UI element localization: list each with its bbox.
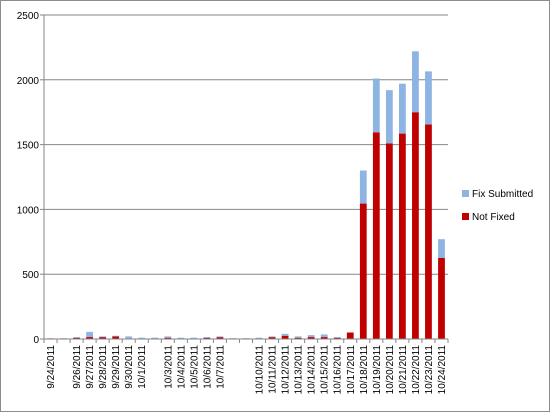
- x-tick-label: 10/24/2011: [437, 345, 448, 395]
- bar-not-fixed: [333, 337, 341, 339]
- bar-fix-submitted: [307, 335, 315, 338]
- bar-not-fixed: [73, 337, 80, 339]
- bar-not-fixed: [268, 337, 276, 339]
- legend-swatch-not-fixed: [462, 213, 469, 220]
- bar-fix-submitted: [281, 333, 289, 336]
- bar-fix-submitted: [425, 71, 432, 125]
- bar-fix-submitted: [190, 337, 198, 339]
- x-tick-label: 10/22/2011: [411, 345, 422, 395]
- bar-not-fixed: [216, 337, 224, 339]
- bar-fix-submitted: [138, 337, 146, 339]
- bar-not-fixed: [86, 337, 93, 339]
- legend-label-fix-submitted: Fix Submitted: [472, 189, 533, 200]
- x-tick-label: 10/12/2011: [281, 345, 292, 395]
- bar-fix-submitted: [216, 336, 224, 338]
- x-tick-label: 10/14/2011: [307, 345, 318, 395]
- bar-fix-submitted: [99, 336, 107, 338]
- bar-not-fixed: [203, 337, 211, 339]
- x-tick-label: 10/10/2011: [255, 345, 266, 395]
- x-tick-label: 10/21/2011: [398, 345, 409, 395]
- bar-fix-submitted: [412, 51, 419, 113]
- x-tick-label: 10/16/2011: [333, 345, 344, 395]
- bar-fix-submitted: [438, 239, 445, 258]
- bar-fix-submitted: [151, 337, 159, 339]
- x-tick-label: 9/24/2011: [46, 345, 57, 389]
- bar-fix-submitted: [385, 90, 393, 144]
- bar-fix-submitted: [372, 78, 380, 133]
- x-tick-label: 10/5/2011: [189, 345, 200, 389]
- x-tick-label: 9/28/2011: [98, 345, 109, 389]
- bar-fix-submitted: [86, 331, 93, 338]
- bar-not-fixed: [412, 112, 419, 339]
- x-tick-label: 10/19/2011: [372, 345, 383, 395]
- bar-fix-submitted: [164, 336, 172, 338]
- legend-label-not-fixed: Not Fixed: [472, 212, 515, 223]
- bar-not-fixed: [112, 336, 120, 339]
- legend: Fix Submitted Not Fixed: [462, 189, 533, 223]
- bar-fix-submitted: [112, 335, 120, 337]
- bar-not-fixed: [346, 332, 354, 339]
- bar-not-fixed: [320, 337, 328, 339]
- bar-not-fixed: [425, 124, 432, 339]
- bar-not-fixed: [399, 133, 406, 339]
- bar-fix-submitted: [255, 337, 263, 339]
- x-tick-label: 10/3/2011: [163, 345, 174, 389]
- bar-fix-submitted: [359, 170, 367, 204]
- x-tick-label: 10/11/2011: [268, 345, 279, 394]
- y-tick-label: 0: [33, 335, 39, 346]
- y-tick-label: 2000: [17, 76, 40, 87]
- bar-fix-submitted: [177, 337, 185, 339]
- x-tick-label: 9/26/2011: [72, 345, 83, 389]
- bar-not-fixed: [359, 203, 367, 339]
- x-tick-label: 10/13/2011: [294, 345, 305, 395]
- bar-not-fixed: [385, 143, 393, 339]
- gridlines: [44, 14, 448, 275]
- bar-not-fixed: [307, 337, 315, 339]
- bar-not-fixed: [164, 337, 172, 339]
- x-tick-label: 10/18/2011: [359, 345, 370, 395]
- bar-not-fixed: [99, 337, 107, 339]
- bars: [47, 51, 445, 340]
- bar-not-fixed: [281, 335, 289, 339]
- bar-fix-submitted: [294, 336, 302, 338]
- x-tick-label: 10/23/2011: [424, 345, 435, 395]
- bar-fix-submitted: [268, 336, 276, 338]
- x-tick-label: 10/4/2011: [176, 345, 187, 389]
- y-tick-label: 1500: [17, 141, 40, 152]
- x-tick-label: 9/27/2011: [85, 345, 96, 389]
- x-tick-label: 10/7/2011: [215, 345, 226, 389]
- x-tick-label: 10/1/2011: [137, 345, 148, 389]
- x-tick-label: 10/6/2011: [202, 345, 213, 389]
- x-tick-label: 9/30/2011: [124, 345, 135, 389]
- bar-not-fixed: [438, 258, 445, 339]
- bar-not-fixed: [372, 132, 380, 339]
- x-tick-label: 10/17/2011: [346, 345, 357, 395]
- bar-fix-submitted: [333, 337, 341, 338]
- bar-fix-submitted: [203, 337, 211, 338]
- x-tick-label: 9/29/2011: [111, 345, 122, 389]
- bar-fix-submitted: [73, 337, 80, 338]
- bar-fix-submitted: [320, 334, 328, 338]
- x-tick-label: 10/15/2011: [320, 345, 331, 395]
- y-tick-label: 500: [22, 270, 39, 281]
- y-tick-label: 1000: [17, 205, 40, 216]
- x-tick-label: 10/20/2011: [385, 345, 396, 395]
- bar-fix-submitted: [125, 336, 133, 339]
- y-tick-label: 2500: [17, 11, 40, 22]
- bar-not-fixed: [294, 337, 302, 339]
- bar-fix-submitted: [399, 83, 406, 134]
- legend-swatch-fix-submitted: [462, 190, 469, 197]
